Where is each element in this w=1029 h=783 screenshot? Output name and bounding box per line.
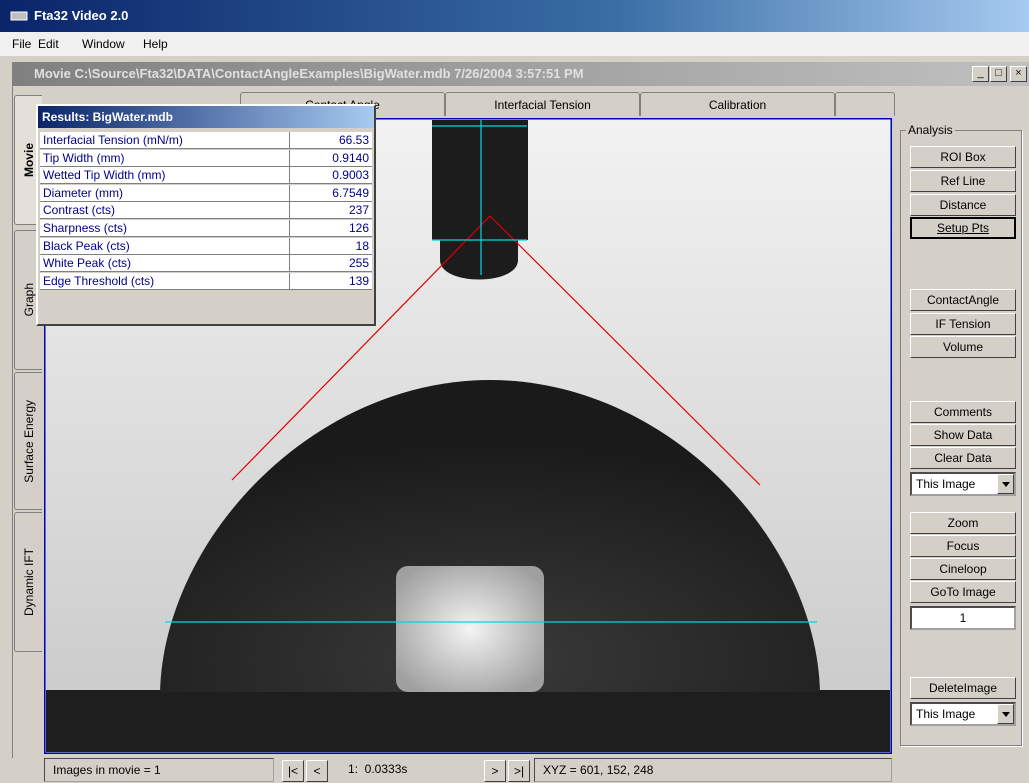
- column-divider: [289, 167, 290, 185]
- menu-item[interactable]: Edit: [38, 37, 59, 51]
- column-divider: [289, 132, 290, 149]
- side-tab-label: Dynamic IFT: [21, 547, 36, 616]
- result-row: Sharpness (cts) 126: [40, 220, 372, 237]
- drop: [160, 380, 820, 692]
- result-label: White Peak (cts): [43, 256, 132, 271]
- result-value: 255: [348, 256, 369, 271]
- needle: [432, 120, 528, 280]
- button[interactable]: ROI Box: [910, 146, 1016, 168]
- status-xyz: XYZ = 601, 152, 248: [534, 758, 892, 782]
- status-images: Images in movie = 1: [44, 758, 274, 782]
- nav-button[interactable]: |<: [282, 760, 304, 782]
- status-time: 1: 0.0333s: [348, 762, 408, 776]
- result-value: 139: [348, 273, 369, 288]
- result-label: Black Peak (cts): [43, 238, 130, 253]
- result-row: Interfacial Tension (mN/m) 66.53: [40, 132, 372, 149]
- side-tab-label: Graph: [21, 283, 36, 317]
- analysis-group: [900, 130, 1022, 746]
- minimize[interactable]: _: [972, 66, 989, 82]
- button[interactable]: DeleteImage: [910, 677, 1016, 699]
- app-title: Fta32 Video 2.0: [0, 0, 1029, 32]
- button[interactable]: Volume: [910, 336, 1016, 358]
- menu-item[interactable]: Window: [82, 37, 125, 51]
- result-value: 18: [355, 238, 369, 253]
- result-row: Edge Threshold (cts) 139: [40, 272, 372, 290]
- side-tab-label: Surface Energy: [21, 399, 36, 483]
- result-label: Diameter (mm): [43, 185, 123, 200]
- movie-title: Movie C:\Source\Fta32\DATA\ContactAngleE…: [12, 62, 1029, 86]
- nav-button[interactable]: >|: [508, 760, 530, 782]
- results-title: Results: BigWater.mdb: [38, 106, 374, 128]
- tab-filler: [835, 92, 895, 116]
- result-row: White Peak (cts) 255: [40, 255, 372, 273]
- close[interactable]: ×: [1010, 66, 1027, 82]
- image-number[interactable]: 1: [910, 606, 1016, 630]
- app-icon: [10, 11, 28, 21]
- button[interactable]: IF Tension: [910, 313, 1016, 335]
- menu-item[interactable]: File: [12, 37, 32, 51]
- column-divider: [289, 184, 290, 202]
- column-divider: [289, 202, 290, 220]
- button[interactable]: Cineloop: [910, 558, 1016, 580]
- side-tab[interactable]: Surface Energy: [14, 372, 42, 510]
- result-label: Contrast (cts): [43, 203, 116, 218]
- result-row: Black Peak (cts) 18: [40, 237, 372, 255]
- tangent-lines: [231, 215, 761, 486]
- tab[interactable]: Calibration: [640, 92, 835, 116]
- substrate: [46, 690, 890, 752]
- dropdown-value: This Image: [916, 477, 976, 491]
- result-label: Edge Threshold (cts): [43, 273, 155, 288]
- result-label: Wetted Tip Width (mm): [43, 168, 166, 183]
- result-value: 237: [348, 203, 369, 218]
- scope-dropdown[interactable]: This Image: [910, 702, 1016, 726]
- column-divider: [289, 220, 290, 237]
- column-divider: [289, 237, 290, 255]
- button[interactable]: ContactAngle: [910, 289, 1016, 311]
- nav-button[interactable]: <: [306, 760, 328, 782]
- button[interactable]: Ref Line: [910, 170, 1016, 192]
- movie-client: [12, 86, 1029, 758]
- reference-lines: [165, 120, 817, 623]
- result-label: Sharpness (cts): [43, 221, 128, 235]
- side-tab[interactable]: Dynamic IFT: [14, 512, 42, 652]
- result-row: Tip Width (mm) 0.9140: [40, 149, 372, 167]
- column-divider: [289, 272, 290, 290]
- column-divider: [289, 149, 290, 167]
- result-row: Wetted Tip Width (mm) 0.9003: [40, 167, 372, 185]
- button[interactable]: Zoom: [910, 512, 1016, 534]
- button[interactable]: Setup Pts: [910, 217, 1016, 239]
- result-value: 0.9003: [332, 168, 369, 183]
- menu-item[interactable]: Help: [143, 37, 168, 51]
- button[interactable]: Clear Data: [910, 447, 1016, 469]
- result-label: Tip Width (mm): [43, 150, 125, 165]
- button[interactable]: Show Data: [910, 424, 1016, 446]
- button[interactable]: Comments: [910, 401, 1016, 423]
- result-value: 66.53: [338, 133, 369, 147]
- result-row: Diameter (mm) 6.7549: [40, 184, 372, 202]
- maximize[interactable]: □: [990, 66, 1007, 82]
- result-label: Interfacial Tension (mN/m): [43, 133, 183, 147]
- button[interactable]: Focus: [910, 535, 1016, 557]
- results-window: Results: BigWater.mdb Interfacial Tensio…: [36, 104, 376, 326]
- nav-button[interactable]: >: [484, 760, 506, 782]
- column-divider: [289, 255, 290, 273]
- scope-dropdown[interactable]: This Image: [910, 472, 1016, 496]
- dropdown-value: This Image: [916, 707, 976, 721]
- drop-image: [44, 118, 892, 754]
- button[interactable]: GoTo Image: [910, 581, 1016, 603]
- menu-bar: File Edit Window Help: [0, 32, 1029, 56]
- result-value: 0.9140: [332, 150, 369, 165]
- reflection: [396, 566, 544, 692]
- result-row: Contrast (cts) 237: [40, 202, 372, 220]
- analysis-title: Analysis: [906, 123, 955, 137]
- button[interactable]: Distance: [910, 194, 1016, 216]
- result-value: 6.7549: [332, 185, 369, 200]
- result-value: 126: [348, 221, 369, 235]
- side-tab-label: Movie: [21, 142, 36, 177]
- tab[interactable]: Interfacial Tension: [445, 92, 640, 116]
